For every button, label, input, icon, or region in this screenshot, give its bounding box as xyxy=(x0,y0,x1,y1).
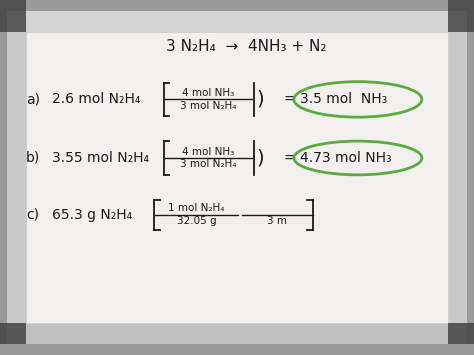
Text: b): b) xyxy=(26,151,40,165)
Text: 4 mol NH₃: 4 mol NH₃ xyxy=(182,147,235,157)
Text: a): a) xyxy=(26,92,40,106)
Text: 3 m: 3 m xyxy=(267,216,287,226)
Text: ): ) xyxy=(256,148,264,168)
FancyBboxPatch shape xyxy=(7,323,467,344)
Text: 3 mol N₂H₄: 3 mol N₂H₄ xyxy=(180,159,237,169)
Text: c): c) xyxy=(26,208,39,222)
FancyBboxPatch shape xyxy=(26,32,448,323)
FancyBboxPatch shape xyxy=(448,0,474,32)
FancyBboxPatch shape xyxy=(0,0,26,32)
Text: 32.05 g: 32.05 g xyxy=(177,216,217,226)
FancyBboxPatch shape xyxy=(448,323,474,344)
Text: = 3.5 mol  NH₃: = 3.5 mol NH₃ xyxy=(284,92,388,106)
Text: 2.6 mol N₂H₄: 2.6 mol N₂H₄ xyxy=(52,92,141,106)
Text: = 4.73 mol NH₃: = 4.73 mol NH₃ xyxy=(284,151,392,165)
Text: 3.55 mol N₂H₄: 3.55 mol N₂H₄ xyxy=(52,151,149,165)
Text: 1 mol N₂H₄: 1 mol N₂H₄ xyxy=(168,203,225,213)
FancyBboxPatch shape xyxy=(7,11,467,32)
Text: 3 N₂H₄  →  4NH₃ + N₂: 3 N₂H₄ → 4NH₃ + N₂ xyxy=(166,39,327,54)
Text: 65.3 g N₂H₄: 65.3 g N₂H₄ xyxy=(52,208,132,222)
Text: ): ) xyxy=(256,90,264,109)
Text: 3 mol N₂H₄: 3 mol N₂H₄ xyxy=(180,101,237,111)
Text: 4 mol NH₃: 4 mol NH₃ xyxy=(182,88,235,98)
FancyBboxPatch shape xyxy=(7,11,467,344)
FancyBboxPatch shape xyxy=(0,323,26,344)
